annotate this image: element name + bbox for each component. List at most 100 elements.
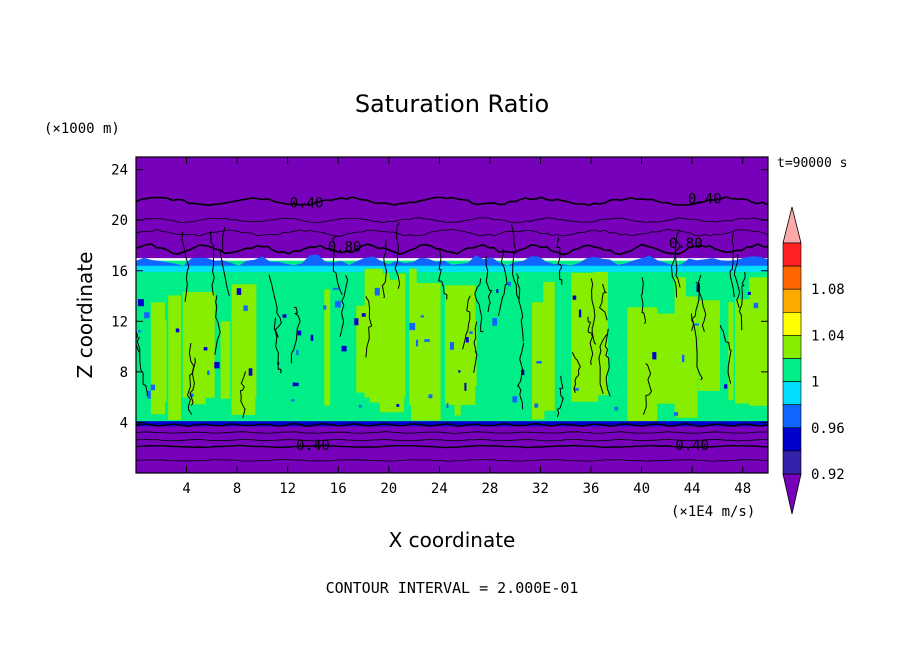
saturation-speck: [420, 315, 424, 318]
saturation-speck: [175, 328, 180, 333]
column-high-saturation: [674, 277, 686, 416]
contour-squiggle: [181, 232, 190, 302]
contour-plot-area: [136, 157, 768, 473]
contour-lines: [136, 196, 768, 462]
contour-squiggle: [590, 278, 597, 345]
saturation-speck: [138, 330, 141, 333]
contour-squiggle: [474, 278, 484, 333]
contour-label: 0.40: [675, 438, 709, 454]
x-tick-label: 24: [431, 481, 448, 497]
contour-squiggle: [511, 224, 520, 300]
saturation-speck: [572, 295, 577, 300]
contour-squiggle: [498, 248, 508, 316]
contour-squiggle: [571, 351, 581, 393]
saturation-speck: [214, 361, 220, 369]
contour-squiggle: [485, 256, 493, 313]
contour-squiggle: [331, 235, 343, 296]
contour-squiggle: [462, 295, 471, 350]
x-tick-label: 4: [182, 481, 190, 497]
contour-squiggle: [642, 363, 653, 415]
contour-squiggle: [365, 296, 373, 358]
x-tick-label: 36: [583, 481, 600, 497]
time-label: t=90000 s: [777, 156, 847, 171]
column-high-saturation: [168, 295, 181, 420]
colorbar-segment: [782, 242, 802, 267]
contour-squiggle: [381, 239, 388, 299]
colorbar-label: 1.04: [811, 328, 845, 344]
saturation-speck: [464, 382, 467, 391]
saturation-speck: [724, 384, 728, 389]
column-high-saturation: [220, 321, 231, 399]
colorbar-segment: [782, 265, 802, 290]
saturation-speck: [144, 312, 150, 319]
colorbar-segment: [782, 335, 802, 359]
contour-squiggle: [729, 232, 735, 297]
saturation-speck: [354, 318, 359, 326]
saturation-speck: [694, 323, 699, 326]
contour-squiggle: [268, 274, 282, 338]
y-tick-label: 4: [120, 415, 128, 431]
y-unit-label: (×1000 m): [44, 121, 120, 137]
saturation-speck: [292, 382, 299, 387]
colorbar-segment: [782, 311, 802, 336]
column-high-saturation: [681, 317, 690, 416]
contour-squiggle: [214, 295, 221, 355]
contour-label: 0.40: [688, 192, 722, 208]
saturation-speck: [374, 287, 380, 296]
x-tick-label: 44: [684, 481, 701, 497]
contour-label: 0.40: [296, 438, 330, 454]
colorbar-segment: [782, 288, 802, 313]
saturation-speck: [409, 322, 416, 331]
region-dry-upper: [136, 157, 768, 259]
contour-squiggle: [290, 307, 301, 364]
saturation-speck: [424, 339, 430, 342]
contour-squiggle: [556, 375, 564, 418]
saturation-speck: [534, 403, 539, 408]
x-tick-label: 20: [380, 481, 397, 497]
x-axis-label: X coordinate: [389, 528, 516, 552]
contour-squiggle: [438, 248, 448, 300]
y-tick-label: 12: [111, 314, 128, 330]
saturation-speck: [465, 337, 469, 343]
colorbar-top-arrow: [782, 206, 802, 244]
colorbar-segment: [782, 450, 802, 475]
saturation-speck: [203, 347, 208, 351]
saturation-speck: [673, 412, 679, 416]
column-high-saturation: [182, 291, 215, 398]
saturation-speck: [137, 299, 144, 307]
saturation-speck: [147, 390, 151, 399]
contour-squiggle: [587, 316, 594, 366]
colorbar: 1.08 1.04 1 0.96 0.92: [782, 206, 845, 515]
saturation-speck: [358, 404, 362, 408]
contour-squiggle: [394, 222, 401, 289]
chart-title: Saturation Ratio: [355, 90, 549, 118]
contour-interval-footer: CONTOUR INTERVAL = 2.000E-01: [326, 579, 579, 597]
column-high-saturation: [749, 277, 768, 406]
contour-squiggle: [209, 230, 215, 296]
contour-line-0.40-lower: [136, 444, 768, 449]
contour-labels: 0.40 0.40 0.80 0.80 0.40 0.40: [290, 192, 722, 455]
y-axis-ticks: 4 8 12 16 20 24: [111, 163, 768, 431]
column-high-saturation: [454, 300, 461, 416]
contour-label: 0.40: [290, 196, 324, 212]
x-tick-label: 40: [633, 481, 650, 497]
saturation-speck: [297, 330, 302, 336]
contour-line-0.40-upper: [136, 196, 768, 207]
saturation-speck: [682, 354, 685, 363]
column-high-saturation: [531, 302, 545, 420]
saturation-speck: [310, 334, 314, 341]
contour-squiggle: [733, 253, 741, 309]
contour-line-0.60-upper: [136, 217, 768, 224]
column-high-saturation: [378, 279, 405, 404]
colorbar-label: 1: [811, 375, 819, 391]
contour-squiggle: [136, 336, 148, 397]
contour-squiggle: [516, 342, 525, 410]
contour-squiggle: [719, 325, 732, 384]
contour-squiggle: [604, 328, 611, 397]
column-high-saturation: [356, 305, 368, 393]
contour-line-cloud-base: [136, 422, 768, 428]
y-tick-label: 20: [111, 213, 128, 229]
x-tick-label: 32: [532, 481, 549, 497]
saturation-speck: [323, 305, 327, 310]
